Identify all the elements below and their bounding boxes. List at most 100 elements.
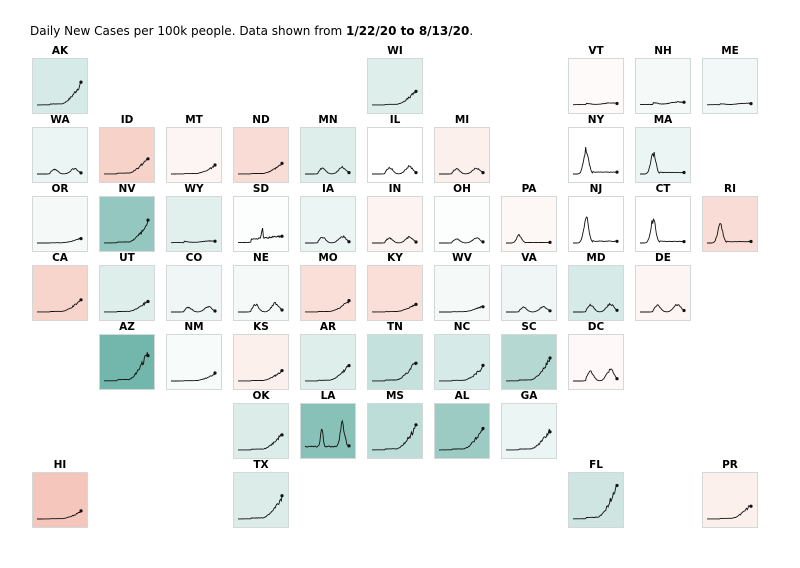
sparkline: [707, 222, 753, 244]
state-label: RI: [724, 183, 736, 195]
sparkline-endpoint: [548, 356, 552, 360]
state-label: NY: [587, 114, 605, 126]
title-suffix: .: [469, 24, 474, 38]
state-tile-va: VA: [501, 251, 557, 321]
sparkline-series: [37, 81, 82, 106]
state-sparkline-box: [99, 334, 155, 390]
sparkline-endpoint: [280, 161, 284, 165]
sparkline: [305, 165, 351, 175]
state-label: MA: [653, 114, 673, 126]
sparkline-endpoint: [682, 240, 686, 244]
state-tile-ok: OK: [233, 389, 289, 459]
sparkline-endpoint: [615, 308, 619, 312]
state-label: LA: [320, 390, 336, 402]
state-label: KS: [253, 321, 269, 333]
sparkline: [439, 363, 485, 382]
state-tile-or: OR: [32, 182, 88, 252]
state-tile-wa: WA: [32, 113, 88, 183]
state-label: OR: [51, 183, 69, 195]
state-sparkline-box: [300, 196, 356, 252]
sparkline: [372, 164, 418, 175]
state-sparkline-box: [233, 334, 289, 390]
sparkline-series: [238, 301, 283, 313]
sparkline: [372, 302, 418, 313]
sparkline: [37, 237, 83, 244]
state-sparkline-box: [32, 58, 88, 114]
sparkline-endpoint: [615, 377, 619, 381]
sparkline: [104, 352, 150, 382]
sparkline-endpoint: [280, 369, 284, 373]
sparkline: [305, 235, 351, 244]
sparkline-series: [372, 303, 417, 313]
state-sparkline-box: [166, 265, 222, 321]
state-sparkline-box: [32, 472, 88, 528]
sparkline-endpoint: [615, 101, 619, 106]
state-sparkline-box: [233, 403, 289, 459]
state-label: PR: [722, 459, 738, 471]
sparkline: [707, 504, 753, 520]
sparkline: [238, 301, 284, 313]
sparkline: [439, 426, 485, 451]
state-tile-nv: NV: [99, 182, 155, 252]
state-sparkline-box: [501, 265, 557, 321]
sparkline-endpoint: [615, 170, 619, 174]
state-label: DC: [587, 321, 605, 333]
sparkline-endpoint: [347, 171, 351, 175]
sparkline-series: [104, 352, 149, 382]
state-tile-nc: NC: [434, 320, 490, 390]
state-sparkline-box: [501, 334, 557, 390]
sparkline: [372, 89, 418, 106]
state-tile-md: MD: [568, 251, 624, 321]
sparkline-endpoint: [414, 171, 418, 175]
state-label: CA: [52, 252, 68, 264]
sparkline: [573, 483, 619, 520]
sparkline-endpoint: [347, 364, 351, 368]
state-label: NJ: [589, 183, 603, 195]
sparkline-series: [305, 235, 350, 244]
sparkline-series: [573, 216, 618, 244]
state-tile-me: ME: [702, 44, 758, 114]
sparkline-endpoint: [280, 494, 284, 498]
state-tile-co: CO: [166, 251, 222, 321]
sparkline-endpoint: [79, 80, 83, 84]
state-tile-sc: SC: [501, 320, 557, 390]
state-label: VT: [588, 45, 604, 57]
sparkline-series: [37, 510, 82, 520]
sparkline: [439, 237, 485, 244]
sparkline-endpoint: [414, 240, 418, 244]
sparkline-endpoint: [280, 234, 284, 238]
sparkline: [573, 368, 619, 382]
sparkline-endpoint: [213, 163, 217, 167]
state-sparkline-box: [501, 403, 557, 459]
state-label: AZ: [119, 321, 135, 333]
state-tile-la: LA: [300, 389, 356, 459]
state-tile-ct: CT: [635, 182, 691, 252]
sparkline: [640, 303, 686, 313]
state-sparkline-box: [568, 334, 624, 390]
state-tile-mt: MT: [166, 113, 222, 183]
sparkline-endpoint: [146, 218, 150, 222]
state-tile-ga: GA: [501, 389, 557, 459]
state-sparkline-box: [367, 265, 423, 321]
sparkline-endpoint: [213, 371, 217, 375]
sparkline-endpoint: [749, 504, 753, 508]
sparkline-endpoint: [347, 240, 351, 244]
sparkline-series: [37, 237, 82, 244]
sparkline-endpoint: [481, 171, 485, 175]
sparkline: [37, 167, 83, 175]
sparkline-series: [372, 164, 417, 175]
sparkline: [171, 371, 217, 382]
state-sparkline-box: [367, 58, 423, 114]
sparkline-endpoint: [79, 171, 83, 175]
state-sparkline-box: [300, 334, 356, 390]
state-label: WI: [387, 45, 403, 57]
state-tile-ut: UT: [99, 251, 155, 321]
state-sparkline-box: [32, 265, 88, 321]
state-tile-oh: OH: [434, 182, 490, 252]
state-sparkline-box: [166, 196, 222, 252]
title-to: to: [396, 24, 419, 38]
state-sparkline-box: [300, 265, 356, 321]
state-sparkline-box: [300, 127, 356, 183]
state-sparkline-box: [99, 196, 155, 252]
